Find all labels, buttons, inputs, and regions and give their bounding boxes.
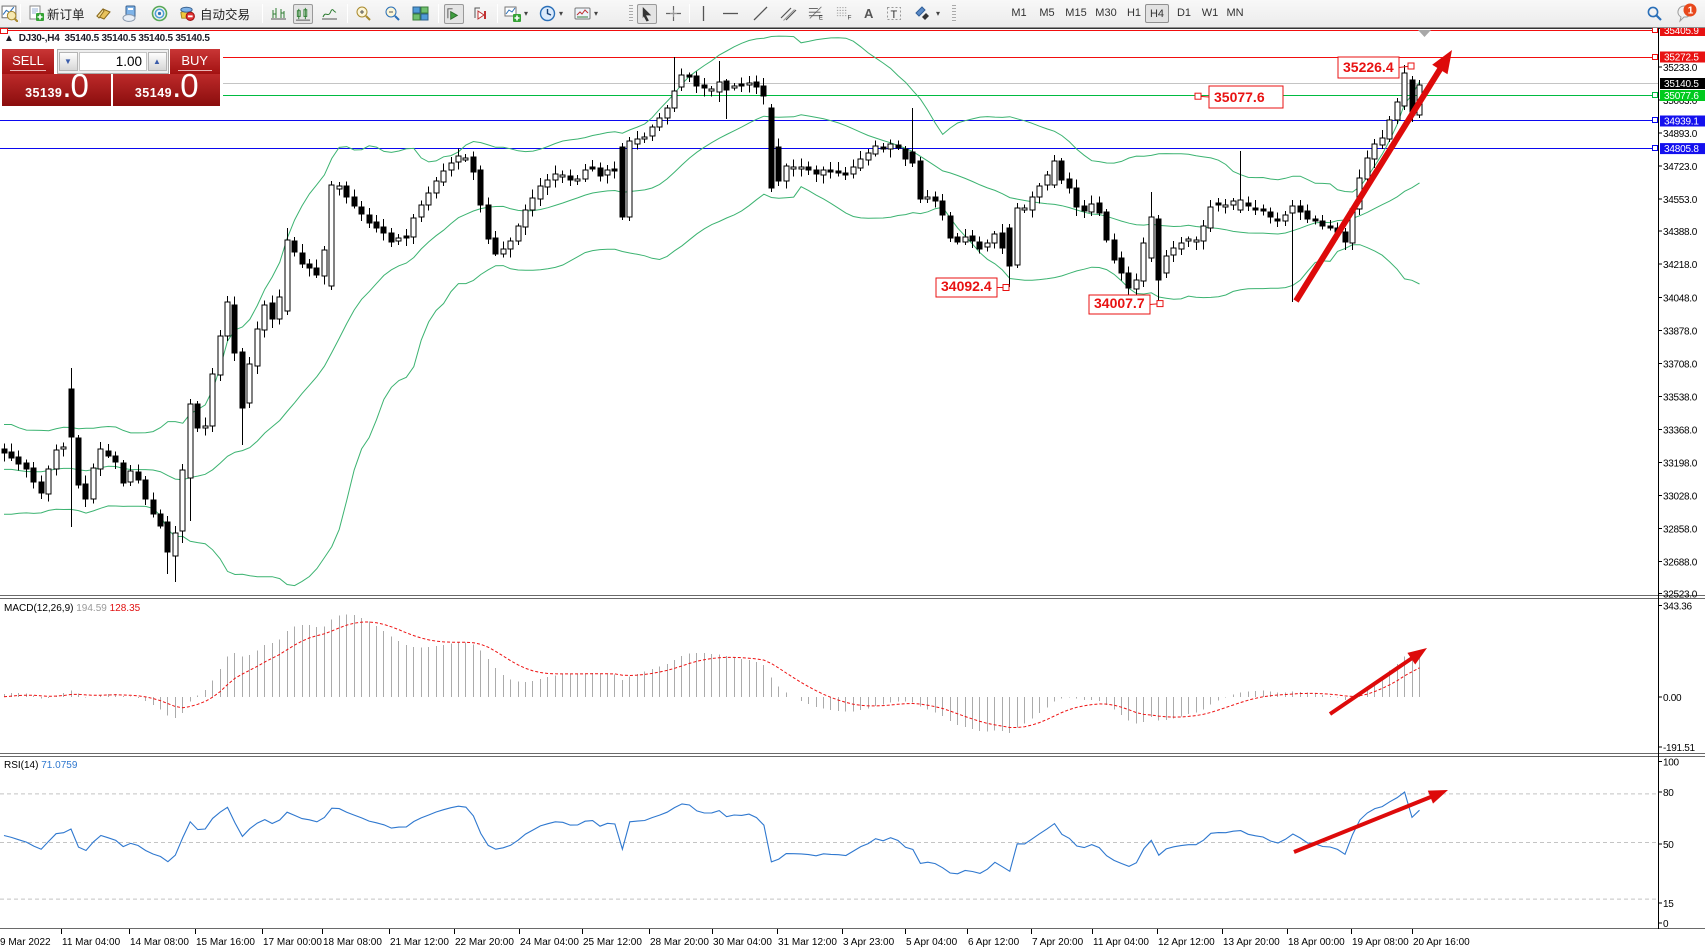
- svg-text:0.00: 0.00: [1663, 693, 1682, 704]
- svg-text:33368.0: 33368.0: [1663, 426, 1698, 437]
- svg-text:18 Mar 08:00: 18 Mar 08:00: [323, 937, 382, 948]
- svg-text:19 Apr 08:00: 19 Apr 08:00: [1352, 937, 1409, 948]
- svg-text:35140.5: 35140.5: [1664, 79, 1699, 90]
- svg-text:80: 80: [1663, 788, 1674, 799]
- svg-text:35063.0: 35063.0: [1663, 96, 1698, 107]
- svg-text:34893.0: 34893.0: [1663, 129, 1698, 140]
- svg-text:22 Mar 20:00: 22 Mar 20:00: [455, 937, 514, 948]
- svg-text:15: 15: [1663, 899, 1674, 910]
- svg-text:34007.7: 34007.7: [1094, 295, 1145, 311]
- svg-text:34805.8: 34805.8: [1664, 144, 1699, 155]
- svg-text:28 Mar 20:00: 28 Mar 20:00: [650, 937, 709, 948]
- svg-text:33538.0: 33538.0: [1663, 392, 1698, 403]
- svg-text:18 Apr 00:00: 18 Apr 00:00: [1288, 937, 1345, 948]
- svg-text:34218.0: 34218.0: [1663, 260, 1698, 271]
- svg-text:35077.6: 35077.6: [1214, 89, 1265, 105]
- svg-text:3 Apr 23:00: 3 Apr 23:00: [843, 937, 895, 948]
- svg-text:35405.9: 35405.9: [1664, 26, 1699, 37]
- svg-text:9 Mar 2022: 9 Mar 2022: [0, 937, 51, 948]
- svg-text:T: T: [891, 9, 898, 21]
- svg-text:15 Mar 16:00: 15 Mar 16:00: [196, 937, 255, 948]
- svg-text:34048.0: 34048.0: [1663, 293, 1698, 304]
- svg-text:34092.4: 34092.4: [941, 278, 992, 294]
- svg-text:343.36: 343.36: [1663, 601, 1693, 612]
- svg-text:21 Mar 12:00: 21 Mar 12:00: [390, 937, 449, 948]
- svg-text:11 Apr 04:00: 11 Apr 04:00: [1093, 937, 1149, 948]
- svg-text:E: E: [819, 14, 823, 20]
- svg-text:30 Mar 04:00: 30 Mar 04:00: [713, 937, 772, 948]
- svg-text:33028.0: 33028.0: [1663, 492, 1698, 503]
- svg-text:25 Mar 12:00: 25 Mar 12:00: [583, 937, 642, 948]
- svg-text:RSI(14) 71.0759: RSI(14) 71.0759: [4, 760, 78, 771]
- svg-text:35272.5: 35272.5: [1664, 53, 1699, 64]
- svg-text:24 Mar 04:00: 24 Mar 04:00: [520, 937, 579, 948]
- svg-text:32523.0: 32523.0: [1663, 590, 1698, 601]
- svg-text:-191.51: -191.51: [1663, 743, 1696, 754]
- svg-text:35077.6: 35077.6: [1664, 91, 1699, 102]
- svg-text:14 Mar 08:00: 14 Mar 08:00: [130, 937, 189, 948]
- svg-text:35233.0: 35233.0: [1663, 63, 1698, 74]
- svg-text:33198.0: 33198.0: [1663, 459, 1698, 470]
- svg-text:32858.0: 32858.0: [1663, 525, 1698, 536]
- svg-text:0: 0: [1663, 919, 1669, 930]
- svg-text:5 Apr 04:00: 5 Apr 04:00: [906, 937, 958, 948]
- svg-text:17 Mar 00:00: 17 Mar 00:00: [263, 937, 322, 948]
- svg-text:34388.0: 34388.0: [1663, 227, 1698, 238]
- svg-text:34553.0: 34553.0: [1663, 195, 1698, 206]
- svg-text:13 Apr 20:00: 13 Apr 20:00: [1223, 937, 1280, 948]
- svg-text:11 Mar 04:00: 11 Mar 04:00: [62, 937, 121, 948]
- svg-text:1: 1: [1688, 6, 1694, 17]
- svg-text:32688.0: 32688.0: [1663, 558, 1698, 569]
- svg-text:34939.1: 34939.1: [1664, 117, 1699, 128]
- svg-text:33878.0: 33878.0: [1663, 326, 1698, 337]
- svg-text:100: 100: [1663, 757, 1680, 768]
- svg-text:31 Mar 12:00: 31 Mar 12:00: [778, 937, 837, 948]
- svg-text:F: F: [848, 14, 852, 20]
- svg-text:20 Apr 16:00: 20 Apr 16:00: [1413, 937, 1470, 948]
- svg-text:35226.4: 35226.4: [1343, 59, 1394, 75]
- svg-text:34723.0: 34723.0: [1663, 162, 1698, 173]
- svg-text:6 Apr 12:00: 6 Apr 12:00: [968, 937, 1020, 948]
- svg-text:12 Apr 12:00: 12 Apr 12:00: [1158, 937, 1215, 948]
- svg-text:7 Apr 20:00: 7 Apr 20:00: [1032, 937, 1084, 948]
- svg-text:33708.0: 33708.0: [1663, 359, 1698, 370]
- svg-text:50: 50: [1663, 840, 1674, 851]
- svg-text:MACD(12,26,9) 194.59 128.35: MACD(12,26,9) 194.59 128.35: [4, 603, 141, 614]
